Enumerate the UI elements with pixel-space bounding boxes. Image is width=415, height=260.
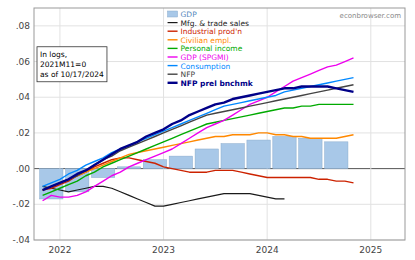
y-tick-label: .00 — [16, 164, 31, 174]
grid — [34, 8, 405, 240]
y-tick-label: .08 — [16, 21, 31, 31]
label-swatch — [168, 82, 178, 84]
grid-line-y — [34, 97, 405, 98]
series-labels: GDPMfg. & trade salesIndustrial prod'nCi… — [168, 10, 254, 88]
plot-frame — [34, 8, 405, 240]
label-swatch — [168, 73, 178, 74]
x-tick-label: 2023 — [152, 245, 175, 255]
grid-line-x — [163, 8, 164, 240]
y-tick-label: .02 — [16, 128, 30, 138]
line — [43, 186, 285, 206]
axes: -.04 -.02 .00 .02 .04 .06 .08 2022 2023 2024 2025 — [12, 21, 382, 255]
bar — [195, 149, 218, 169]
annotation-box: In logs,2021M11=0as of 10/17/2024 — [37, 47, 107, 82]
chart: -.04 -.02 .00 .02 .04 .06 .08 2022 2023 2024 2025 G… — [0, 0, 415, 260]
annotation: In logs,2021M11=0as of 10/17/2024 — [40, 50, 104, 79]
grid-line-y — [34, 204, 405, 205]
bar — [325, 142, 348, 169]
grid-line-x — [59, 8, 60, 240]
plot-background — [34, 8, 405, 240]
label-swatch — [168, 31, 178, 32]
annotation-frame — [37, 47, 107, 82]
label-swatch — [168, 11, 178, 17]
label-swatch — [168, 56, 178, 57]
bar — [221, 144, 244, 169]
x-tick-label: 2022 — [48, 245, 71, 255]
series-label: NFP prel bnchmk — [181, 79, 254, 88]
y-tick-label: .04 — [16, 92, 31, 102]
grid-line-x — [267, 8, 268, 240]
y-tick-label: -.04 — [12, 235, 30, 245]
line — [43, 85, 354, 190]
label-swatch — [168, 39, 178, 40]
y-tick-label: -.02 — [12, 199, 30, 209]
line — [43, 133, 354, 190]
grid-line-y — [34, 132, 405, 133]
bar — [299, 138, 322, 168]
bar-series — [40, 136, 348, 198]
label-swatch — [168, 22, 178, 23]
bar — [169, 156, 192, 168]
label-swatch — [168, 65, 178, 66]
label-swatch — [168, 48, 178, 49]
line — [43, 87, 354, 191]
x-tick-label: 2024 — [256, 245, 279, 255]
x-tick-label: 2025 — [359, 245, 382, 255]
watermark: econbrowser.com — [340, 12, 402, 20]
grid-line-x — [370, 8, 371, 240]
bar — [247, 140, 270, 169]
y-tick-label: .06 — [16, 57, 31, 67]
bar — [273, 136, 296, 168]
